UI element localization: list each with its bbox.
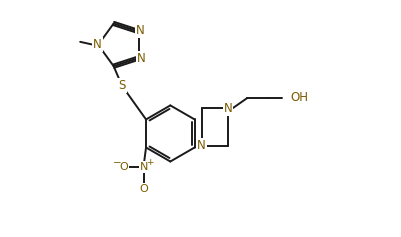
Text: S: S bbox=[118, 79, 125, 92]
Text: N: N bbox=[136, 51, 145, 64]
Text: +: + bbox=[145, 158, 153, 167]
Text: O: O bbox=[140, 184, 148, 194]
Text: −: − bbox=[113, 158, 122, 168]
Text: N: N bbox=[140, 162, 148, 172]
Text: N: N bbox=[136, 24, 144, 37]
Text: N: N bbox=[223, 102, 232, 115]
Text: N: N bbox=[93, 38, 101, 51]
Text: N: N bbox=[197, 139, 206, 152]
Text: OH: OH bbox=[290, 91, 308, 105]
Text: O: O bbox=[119, 162, 128, 172]
